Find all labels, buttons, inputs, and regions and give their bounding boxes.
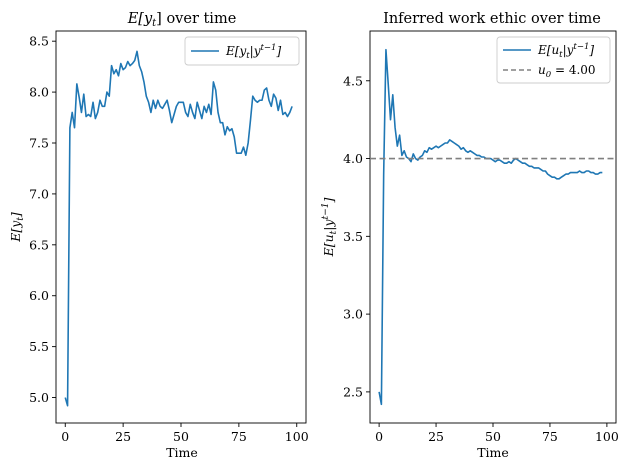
series-layer xyxy=(370,48,616,406)
chart-work-ethic: Inferred work ethic over time 2.5 3.0 3.5 4… xyxy=(321,11,619,460)
y-tick-label: 8.0 xyxy=(29,85,49,100)
y-tick-label: 4.5 xyxy=(343,73,363,88)
x-axis-label: Time xyxy=(477,445,509,460)
plot-frame xyxy=(55,30,307,424)
x-tick-label: 100 xyxy=(285,429,309,444)
y-tick-label: 5.0 xyxy=(29,390,49,405)
legend-entry: E[yt|yt−1] xyxy=(225,43,281,61)
y-tick-label: 6.0 xyxy=(29,288,49,303)
chart-title: Inferred work ethic over time xyxy=(383,11,601,27)
y-tick-label: 3.5 xyxy=(343,229,363,244)
y-tick-label: 5.5 xyxy=(29,339,49,354)
series-layer xyxy=(64,50,293,407)
y-tick-label: 7.0 xyxy=(29,186,49,201)
x-axis: 0 25 50 75 100 xyxy=(61,423,309,444)
legend-entry: E[ut|yt−1] xyxy=(537,42,594,60)
x-axis: 0 25 50 75 100 xyxy=(375,423,619,444)
x-tick-label: 50 xyxy=(173,429,189,444)
x-axis-label: Time xyxy=(166,445,198,460)
x-tick-label: 0 xyxy=(375,429,383,444)
x-tick-label: 75 xyxy=(542,429,558,444)
y-tick-label: 2.5 xyxy=(343,384,363,399)
legend-box xyxy=(496,36,611,84)
chart-expected-output: E[yt] over time 5.0 5.5 6.0 6.5 7.0 7.5 8.0 8.5… xyxy=(8,11,309,460)
y-axis-label: E[ut|yt−1] xyxy=(321,198,339,258)
legend: E[yt|yt−1] xyxy=(184,36,300,66)
y-axis: 5.0 5.5 6.0 6.5 7.0 7.5 8.0 8.5 xyxy=(29,34,56,405)
y-tick-label: 3.0 xyxy=(343,307,363,322)
y-axis: 2.5 3.0 3.5 4.0 4.5 xyxy=(343,73,370,399)
y-tick-label: 4.0 xyxy=(343,151,363,166)
x-tick-label: 25 xyxy=(115,429,131,444)
x-tick-label: 100 xyxy=(595,429,619,444)
legend: E[ut|yt−1] u0 = 4.00 xyxy=(496,36,611,84)
legend-entry: u0 = 4.00 xyxy=(538,63,596,80)
x-tick-label: 75 xyxy=(231,429,247,444)
x-tick-label: 50 xyxy=(485,429,501,444)
y-tick-label: 7.5 xyxy=(29,136,49,151)
x-tick-label: 25 xyxy=(428,429,444,444)
series-line xyxy=(378,48,603,406)
x-tick-label: 0 xyxy=(61,429,69,444)
chart-title: E[yt] over time xyxy=(127,11,237,29)
legend-box xyxy=(184,36,300,66)
plot-frame xyxy=(369,30,617,424)
y-tick-label: 6.5 xyxy=(29,237,49,252)
y-tick-label: 8.5 xyxy=(29,34,49,49)
series-line xyxy=(64,50,293,407)
y-axis-label: E[yt] xyxy=(8,212,26,243)
